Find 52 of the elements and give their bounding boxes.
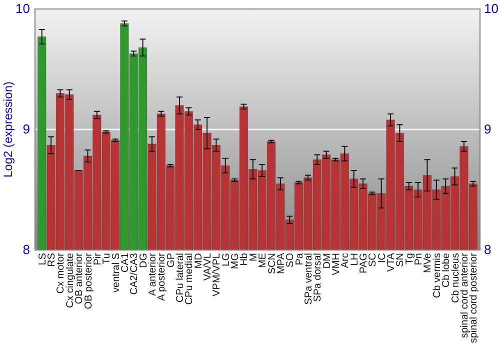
x-tick-label: PAG — [358, 252, 370, 274]
x-tick-label: LG — [220, 252, 232, 266]
x-tick-label: OB posterior — [83, 252, 94, 310]
x-tick-label: DM — [322, 253, 333, 269]
x-tick-label: Cb lobe — [441, 252, 452, 288]
x-tick-label: Arc — [340, 253, 352, 268]
x-tick-label: SC — [368, 253, 379, 267]
x-tick-label: Cb vermis — [432, 253, 443, 298]
x-tick-label: CA1 — [120, 252, 131, 272]
y2-tick-label: 9 — [484, 122, 492, 137]
x-tick-label: SPa dorsal — [312, 253, 324, 302]
x-tick-label: spinal cord anterior — [459, 252, 470, 338]
x-tick-label: SO — [285, 252, 296, 268]
y2-tick-label: 10 — [484, 1, 498, 16]
x-tick-label: Cx cingulate — [64, 252, 76, 308]
x-tick-label: spinal cord posterior — [468, 252, 480, 344]
x-tick-label: Cb nucleus — [450, 253, 462, 304]
y-tick-label: 8 — [22, 242, 30, 258]
x-tick-label: Hb — [239, 252, 250, 266]
x-tick-label: MVe — [422, 252, 434, 274]
x-tick-label: Cx motor — [56, 252, 67, 294]
y-tick-label: 9 — [22, 122, 30, 137]
x-tick-label: VMH — [330, 253, 342, 276]
x-tick-label: Pa — [294, 252, 306, 266]
x-tick-label: M — [248, 253, 260, 262]
x-tick-label: IC — [376, 253, 388, 263]
x-tick-label: SPa ventral — [303, 253, 314, 305]
x-tick-label: Tu — [102, 253, 113, 264]
x-tick-label: CA2/CA3 — [129, 252, 140, 295]
x-tick-label: Pn — [414, 253, 425, 266]
x-tick-label: ventral S — [110, 252, 122, 292]
x-tick-label: Pir — [92, 252, 104, 266]
x-tick-label: LS — [37, 252, 48, 266]
x-tick-label: VTA — [386, 252, 398, 272]
x-tick-label: ME — [258, 252, 269, 268]
x-tick-label: MD — [193, 253, 204, 269]
y-axis-title: Log2 (expression) — [1, 81, 15, 178]
x-tick-label: DG — [138, 252, 150, 268]
x-tick-label: Tg — [404, 253, 416, 265]
x-tick-label: RS — [46, 252, 58, 267]
y-tick-label: 10 — [16, 1, 30, 16]
x-tick-label: A anterior — [147, 252, 158, 296]
y2-tick-label: 8 — [484, 242, 492, 258]
x-tick-label: SN — [395, 253, 406, 267]
x-tick-label: A posterior — [156, 252, 168, 301]
x-tick-label: CPu medial — [184, 253, 196, 305]
x-tick-label: LH — [349, 253, 360, 266]
x-tick-label: OB anterior — [74, 252, 86, 304]
x-tick-label: VPM/VPL — [212, 252, 223, 296]
x-tick-label: SCN — [266, 253, 278, 274]
x-tick-label: MPA — [276, 252, 287, 274]
x-tick-label: GP — [166, 252, 177, 268]
